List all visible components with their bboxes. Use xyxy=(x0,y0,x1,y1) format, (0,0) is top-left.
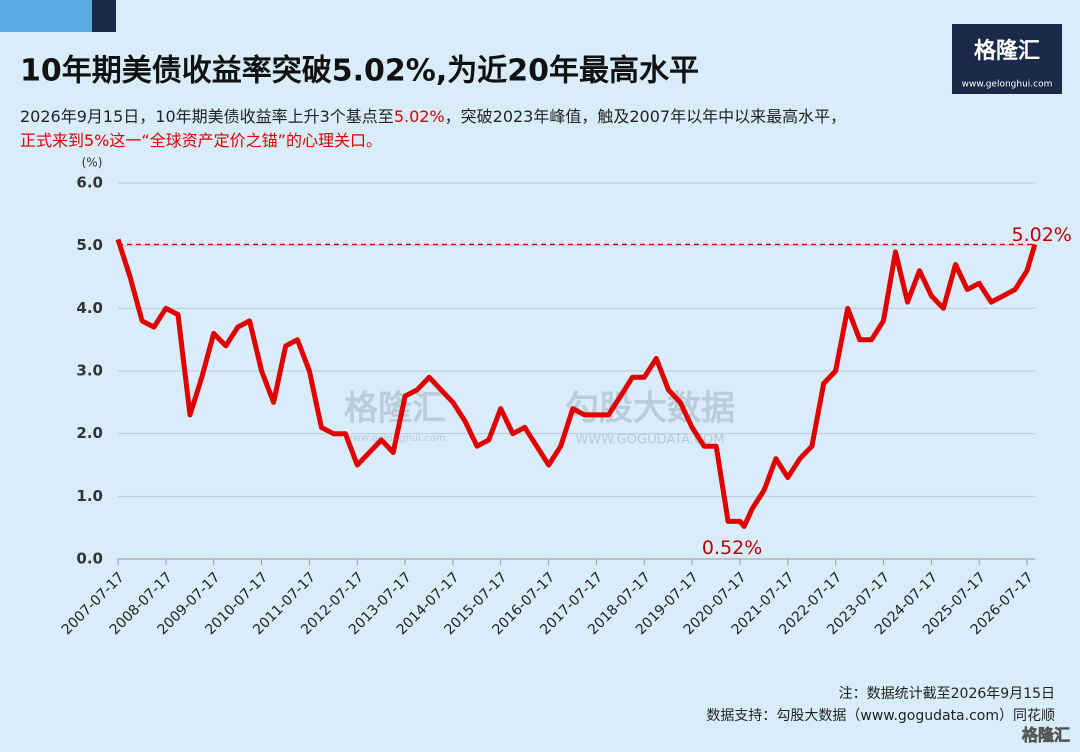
logo-name: 格隆汇 xyxy=(974,38,1040,64)
corner-block-dark xyxy=(92,0,116,32)
subtitle-line: 2026年9月15日，10年期美债收益率上升3个基点至5.02%，突破2023年… xyxy=(20,107,846,126)
logo-url: www.gelonghui.com xyxy=(962,80,1053,90)
logo-box xyxy=(952,24,1062,94)
y-tick-label: 3.0 xyxy=(76,362,103,380)
chart-title: 10年期美债收益率突破5.02%,为近20年最高水平 xyxy=(20,54,699,89)
footer-logo: 格隆汇 xyxy=(1022,726,1070,745)
subtitle: 2026年9月15日，10年期美债收益率上升3个基点至5.02%，突破2023年… xyxy=(20,107,846,150)
subtitle-segment: 5.02% xyxy=(394,107,445,126)
annotation: 5.02% xyxy=(1011,224,1071,246)
y-tick-label: 6.0 xyxy=(76,174,103,192)
corner-block xyxy=(0,0,92,32)
note: 注：数据统计截至2026年9月15日 xyxy=(839,686,1055,702)
data-line xyxy=(115,238,1038,529)
subtitle-line: 正式来到5%这一“全球资产定价之锚”的心理关口。 xyxy=(20,131,382,150)
y-tick-label: 4.0 xyxy=(76,299,103,317)
y-unit: (%) xyxy=(82,156,103,170)
subtitle-segment: 2026年9月15日，10年期美债收益率上升3个基点至 xyxy=(20,107,394,126)
watermark: WWW.GOGUDATA.COM xyxy=(575,433,724,448)
subtitle-segment: ，突破2023年峰值，触及2007年以年中以来最高水平， xyxy=(445,107,846,126)
watermark: 格隆汇 xyxy=(344,389,446,429)
y-tick-label: 5.0 xyxy=(76,236,103,254)
note: 数据支持：勾股大数据（www.gogudata.com）同花顺 xyxy=(706,708,1055,724)
watermark: 勾股大数据 xyxy=(565,389,735,429)
y-tick-label: 0.0 xyxy=(76,550,103,568)
subtitle-segment: 正式来到5%这一“全球资产定价之锚”的心理关口。 xyxy=(20,131,382,150)
y-tick-label: 2.0 xyxy=(76,424,103,442)
annotation: 0.52% xyxy=(702,537,762,559)
y-tick-label: 1.0 xyxy=(76,487,103,505)
